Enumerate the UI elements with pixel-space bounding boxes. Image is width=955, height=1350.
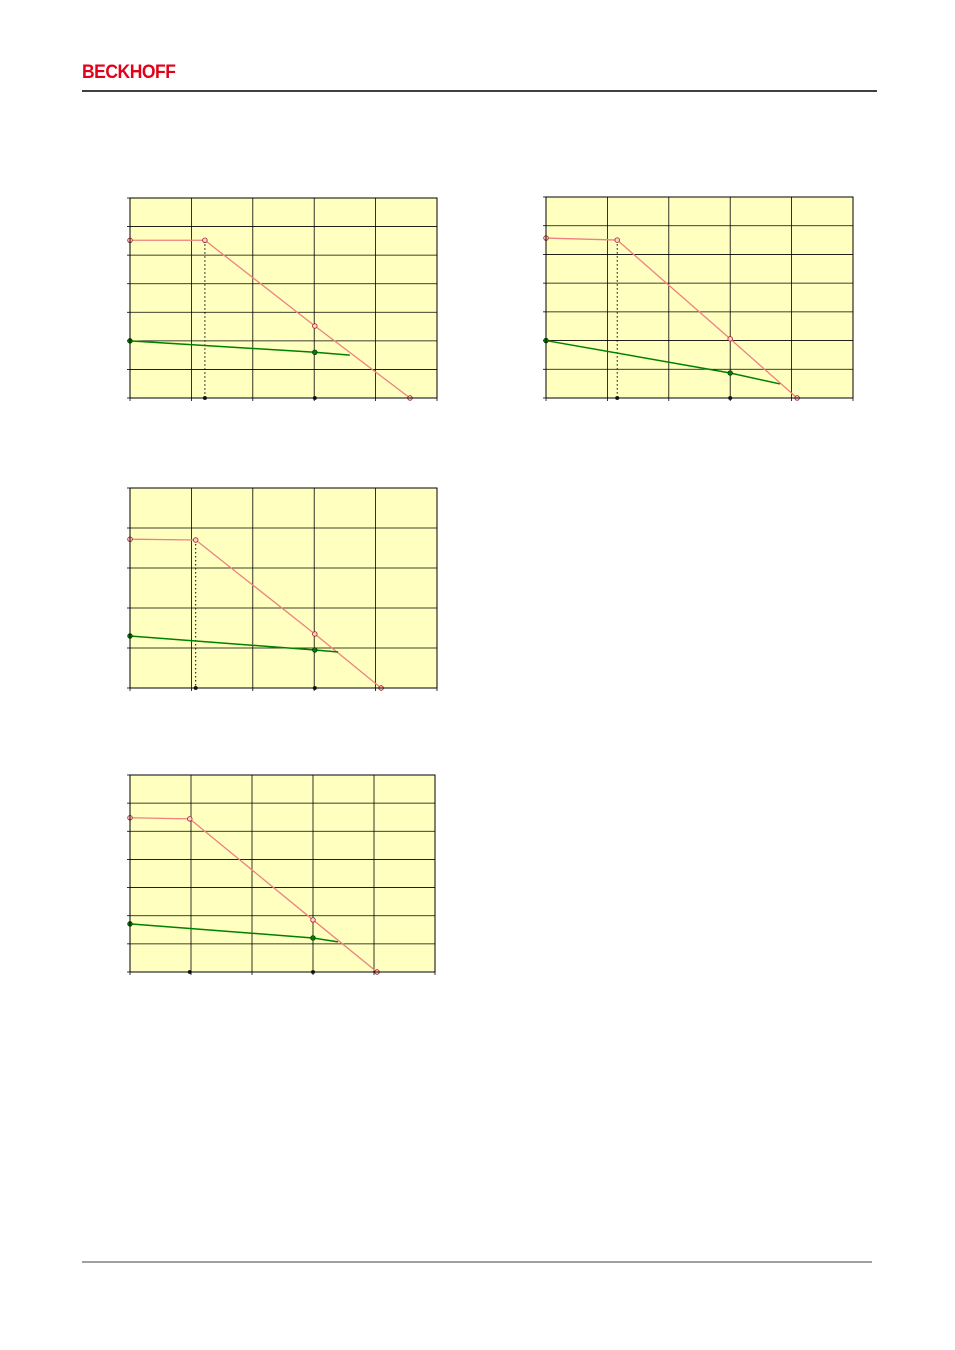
point — [312, 647, 318, 653]
plot-border — [129, 774, 436, 973]
point — [727, 370, 733, 376]
plot-border — [129, 197, 438, 399]
series-line — [129, 538, 382, 689]
point — [312, 323, 318, 329]
plot-border — [545, 196, 854, 399]
point — [312, 349, 318, 355]
plot-area — [130, 488, 437, 688]
logo: BECKHOFF — [82, 62, 176, 83]
point — [614, 237, 620, 243]
plot-border — [129, 487, 438, 689]
point — [310, 917, 316, 923]
point — [192, 537, 199, 543]
point — [310, 935, 316, 941]
plot-area — [130, 198, 437, 398]
point — [312, 631, 318, 637]
point — [727, 336, 733, 342]
point — [187, 816, 193, 822]
plot-area — [130, 775, 435, 972]
plot-area — [546, 197, 853, 398]
series-line — [129, 817, 378, 973]
series-line — [545, 237, 798, 399]
series-line — [130, 239, 411, 399]
point — [202, 237, 208, 243]
